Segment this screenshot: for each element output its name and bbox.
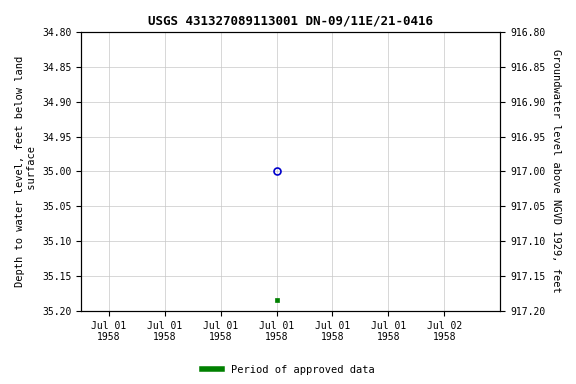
Y-axis label: Depth to water level, feet below land
 surface: Depth to water level, feet below land su… bbox=[15, 56, 37, 287]
Title: USGS 431327089113001 DN-09/11E/21-0416: USGS 431327089113001 DN-09/11E/21-0416 bbox=[149, 15, 433, 28]
Legend: Period of approved data: Period of approved data bbox=[198, 361, 378, 379]
Y-axis label: Groundwater level above NGVD 1929, feet: Groundwater level above NGVD 1929, feet bbox=[551, 50, 561, 293]
